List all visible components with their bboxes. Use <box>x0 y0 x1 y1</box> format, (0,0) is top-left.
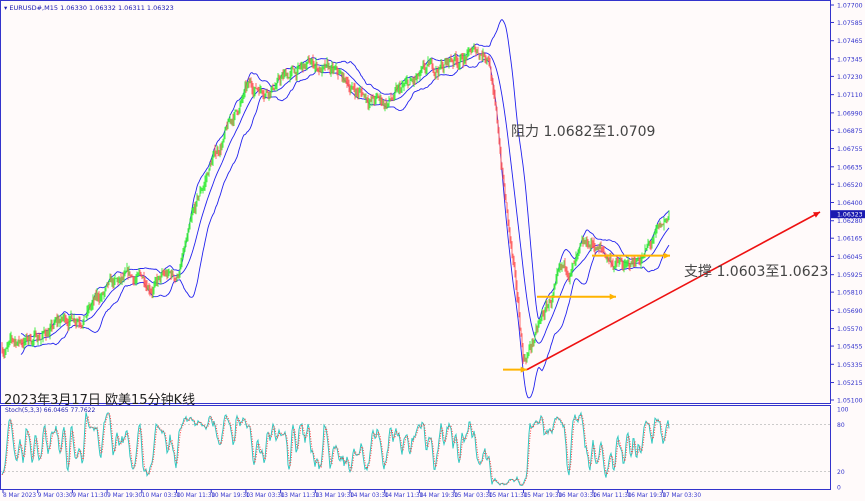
symbol-label: EURUSD#,M15 <box>9 4 59 12</box>
time-tick-label: 9 Mar 19:30 <box>107 493 142 499</box>
stoch-level-label: 20 <box>837 469 845 476</box>
time-tick-label: 10 Mar 11:30 <box>177 493 216 499</box>
time-tick-label: 10 Mar 03:30 <box>142 493 181 499</box>
support-arrow-1-head <box>520 366 527 373</box>
time-tick-label: 15 Mar 03:30 <box>454 493 493 499</box>
price-tick-label: 1.06165 <box>837 236 863 243</box>
price-tick-label: 1.07465 <box>837 38 863 45</box>
stoch-level-label: 100 <box>837 407 849 414</box>
price-tick-label: 1.06990 <box>837 110 863 117</box>
price-tick-label: 1.05455 <box>837 344 863 351</box>
stoch-label: Stoch(5,3,3) 66.0465 77.7622 <box>5 407 96 414</box>
trend-arrow <box>526 211 821 371</box>
stochastic-panel <box>0 411 830 486</box>
price-tick-label: 1.07585 <box>837 20 863 27</box>
support-label: 支撑 1.0603至1.0623 <box>684 264 829 280</box>
support-arrow-2-head <box>609 293 616 300</box>
chart-header: ▾ EURUSD#,M15 1.06330 1.06332 1.06311 1.… <box>4 4 174 12</box>
resistance-label: 阻力 1.0682至1.0709 <box>511 124 656 140</box>
time-tick-label: 14 Mar 19:30 <box>419 493 458 499</box>
time-tick-label: 16 Mar 03:30 <box>558 493 597 499</box>
price-tick-label: 1.06755 <box>837 146 863 153</box>
candles <box>1 43 670 365</box>
price-tick-label: 1.06520 <box>837 182 863 189</box>
price-tick-label: 1.05335 <box>837 362 863 369</box>
time-tick-label: 10 Mar 19:30 <box>211 493 250 499</box>
price-tick-label: 1.07700 <box>837 3 863 10</box>
price-tick-label: 1.06875 <box>837 128 863 135</box>
time-tick-label: 14 Mar 03:30 <box>350 493 389 499</box>
price-tick-label: 1.05925 <box>837 272 863 279</box>
support-arrow-3-head <box>663 252 670 259</box>
middle-band <box>20 52 670 345</box>
time-tick-label: 13 Mar 03:30 <box>246 493 285 499</box>
trend-arrow-head <box>813 212 820 218</box>
time-tick-label: 9 Mar 11:30 <box>72 493 107 499</box>
stoch-level-label: 0 <box>837 485 841 492</box>
time-tick-label: 13 Mar 19:30 <box>315 493 354 499</box>
price-tick-label: 1.06635 <box>837 164 863 171</box>
time-tick-label: 16 Mar 19:30 <box>628 493 667 499</box>
stoch-level-label: 80 <box>837 422 845 429</box>
time-tick-label: 15 Mar 19:30 <box>524 493 563 499</box>
ohlc-label: 1.06330 1.06332 1.06311 1.06323 <box>60 4 174 12</box>
price-tick-label: 1.07110 <box>837 92 863 99</box>
time-tick-label: 16 Mar 11:30 <box>593 493 632 499</box>
price-tick-label: 1.06400 <box>837 200 863 207</box>
price-tick-label: 1.07345 <box>837 56 863 63</box>
price-tick-label: 1.05570 <box>837 326 863 333</box>
annotations <box>503 211 821 373</box>
time-tick-label: 8 Mar 2023 <box>3 493 36 499</box>
chart-caption: 2023年3月17日 欧美15分钟K线 <box>4 393 196 408</box>
stoch-signal-line <box>1 412 670 486</box>
time-tick-label: 15 Mar 11:30 <box>489 493 528 499</box>
current-price-box <box>831 210 865 219</box>
time-tick-label: 17 Mar 03:30 <box>662 493 701 499</box>
price-tick-label: 1.05100 <box>837 398 863 405</box>
time-tick-label: 14 Mar 11:30 <box>385 493 424 499</box>
price-tick-label: 1.07230 <box>837 74 863 81</box>
price-tick-label: 1.05690 <box>837 308 863 315</box>
stoch-panel-border <box>0 405 831 490</box>
price-tick-label: 1.05810 <box>837 290 863 297</box>
price-tick-label: 1.05215 <box>837 380 863 387</box>
price-tick-label: 1.06045 <box>837 254 863 261</box>
price-tick-label: 1.06280 <box>837 218 863 225</box>
time-tick-label: 9 Mar 03:30 <box>38 493 73 499</box>
current-price-label: 1.06323 <box>837 212 863 219</box>
time-tick-label: 13 Mar 11:30 <box>281 493 320 499</box>
